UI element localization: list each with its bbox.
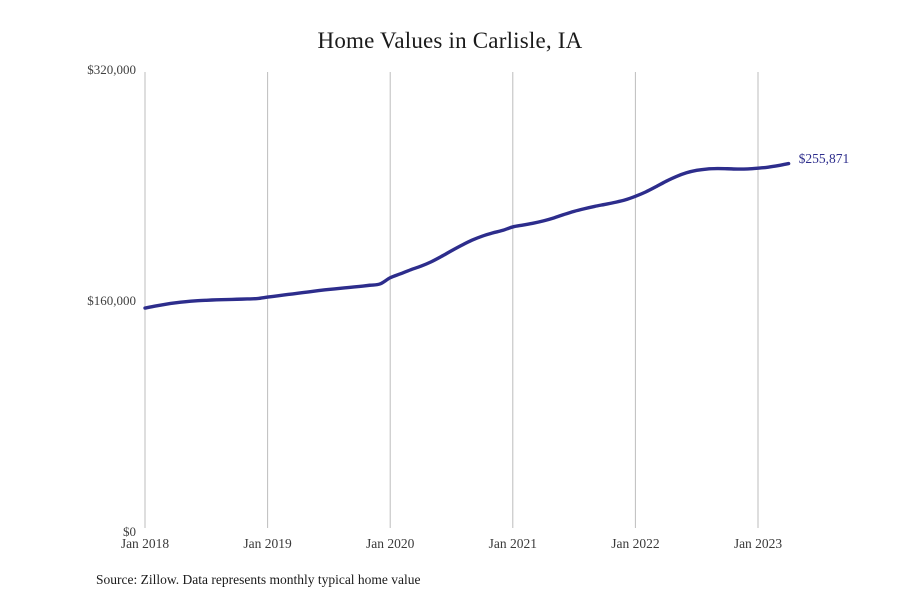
- x-tick-label-jan-2023: Jan 2023: [733, 536, 783, 551]
- y-tick-label-0: $0: [123, 524, 136, 539]
- gridlines: [144, 72, 759, 528]
- end-value-data-label: $255,871: [798, 150, 850, 166]
- y-tick-label-320000: $320,000: [87, 62, 136, 77]
- y-tick-label-160000: $160,000: [87, 293, 136, 308]
- source-note: Source: Zillow. Data represents monthly …: [96, 572, 421, 587]
- chart-title: Home Values in Carlisle, IA: [317, 28, 583, 53]
- x-tick-label-jan-2020: Jan 2020: [366, 536, 415, 551]
- x-tick-label-jan-2019: Jan 2019: [243, 536, 292, 551]
- x-tick-label-jan-2018: Jan 2018: [120, 536, 170, 551]
- x-tick-label-jan-2022: Jan 2022: [611, 536, 660, 551]
- home-value-series: [143, 161, 791, 310]
- x-tick-label-jan-2021: Jan 2021: [488, 536, 537, 551]
- home-value-line: [143, 161, 791, 310]
